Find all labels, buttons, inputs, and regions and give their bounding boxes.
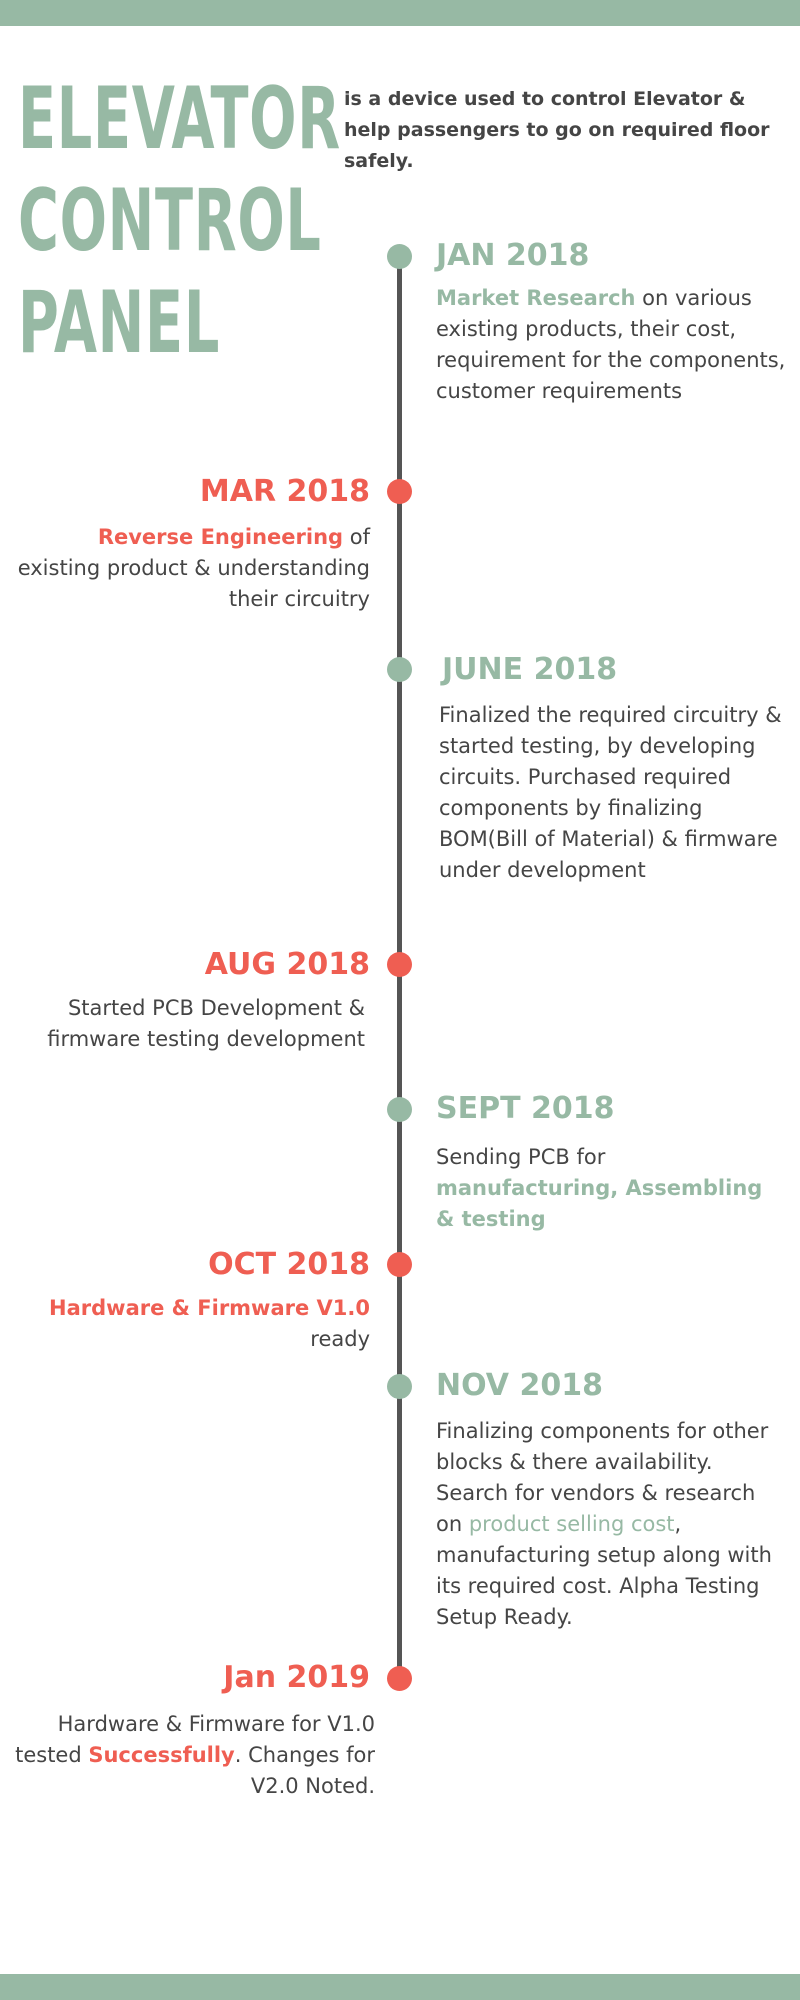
page-title: ELEVATOR CONTROL PANEL (18, 68, 341, 374)
desc-text-2: , manufacturing setup along with its req… (436, 1512, 772, 1629)
title-line-2: CONTROL (18, 171, 322, 271)
timeline-dot-sept-2018 (387, 1097, 412, 1122)
milestone-desc-jan-2018: Market Research on various existing prod… (436, 283, 786, 407)
timeline-dot-aug-2018 (387, 952, 412, 977)
milestone-desc-jan-2019: Hardware & Firmware for V1.0 tested Succ… (15, 1709, 375, 1802)
milestone-date-oct-2018: OCT 2018 (208, 1247, 370, 1282)
milestone-date-jan-2019: Jan 2019 (223, 1660, 370, 1695)
timeline-dot-june-2018 (387, 657, 412, 682)
highlight: Reverse Engineering (97, 525, 344, 549)
milestone-desc-june-2018: Finalized the required circuitry & start… (439, 703, 782, 882)
highlight: product selling cost (468, 1512, 675, 1536)
desc-text: Finalizing components for other blocks &… (436, 1419, 769, 1536)
highlight: Hardware & Firmware V1.0 (49, 1296, 370, 1320)
timeline-dot-mar-2018 (387, 479, 412, 504)
highlight: manufacturing, Assembling & testing (436, 1176, 763, 1231)
desc-text: on various existing products, their cost… (436, 286, 786, 403)
timeline-dot-jan-2019 (387, 1666, 412, 1691)
timeline-dot-jan-2018 (387, 244, 412, 269)
desc-text: ready (310, 1327, 370, 1351)
desc-text-2: . Changes for V2.0 Noted. (234, 1743, 375, 1798)
milestone-desc-sept-2018: Sending PCB for manufacturing, Assemblin… (436, 1142, 786, 1235)
milestone-date-aug-2018: AUG 2018 (204, 947, 370, 982)
milestone-desc-aug-2018: Started PCB Development & firmware testi… (47, 996, 365, 1051)
milestone-date-mar-2018: MAR 2018 (199, 474, 370, 509)
tagline: is a device used to control Elevator & h… (344, 88, 770, 172)
desc-text: Hardware & Firmware for V1.0 tested (15, 1712, 375, 1767)
bottom-banner (0, 1974, 800, 2000)
top-banner (0, 0, 800, 26)
timeline-dot-nov-2018 (387, 1374, 412, 1399)
desc-text: Sending PCB for (436, 1145, 606, 1169)
milestone-date-jan-2018: JAN 2018 (436, 238, 590, 273)
title-line-1: ELEVATOR (18, 69, 341, 169)
milestone-desc-oct-2018: Hardware & Firmware V1.0 ready (10, 1293, 370, 1355)
timeline-dot-oct-2018 (387, 1252, 412, 1277)
milestone-date-sept-2018: SEPT 2018 (436, 1091, 615, 1126)
title-line-3: PANEL (18, 273, 221, 373)
milestone-date-nov-2018: NOV 2018 (436, 1368, 603, 1403)
milestone-desc-nov-2018: Finalizing components for other blocks &… (436, 1416, 786, 1633)
milestone-date-june-2018: JUNE 2018 (442, 652, 618, 687)
desc-text: of existing product & understanding thei… (17, 525, 370, 611)
highlight: Successfully (88, 1743, 235, 1767)
milestone-desc-mar-2018: Reverse Engineering of existing product … (10, 522, 370, 615)
highlight: Market Research (436, 286, 636, 310)
